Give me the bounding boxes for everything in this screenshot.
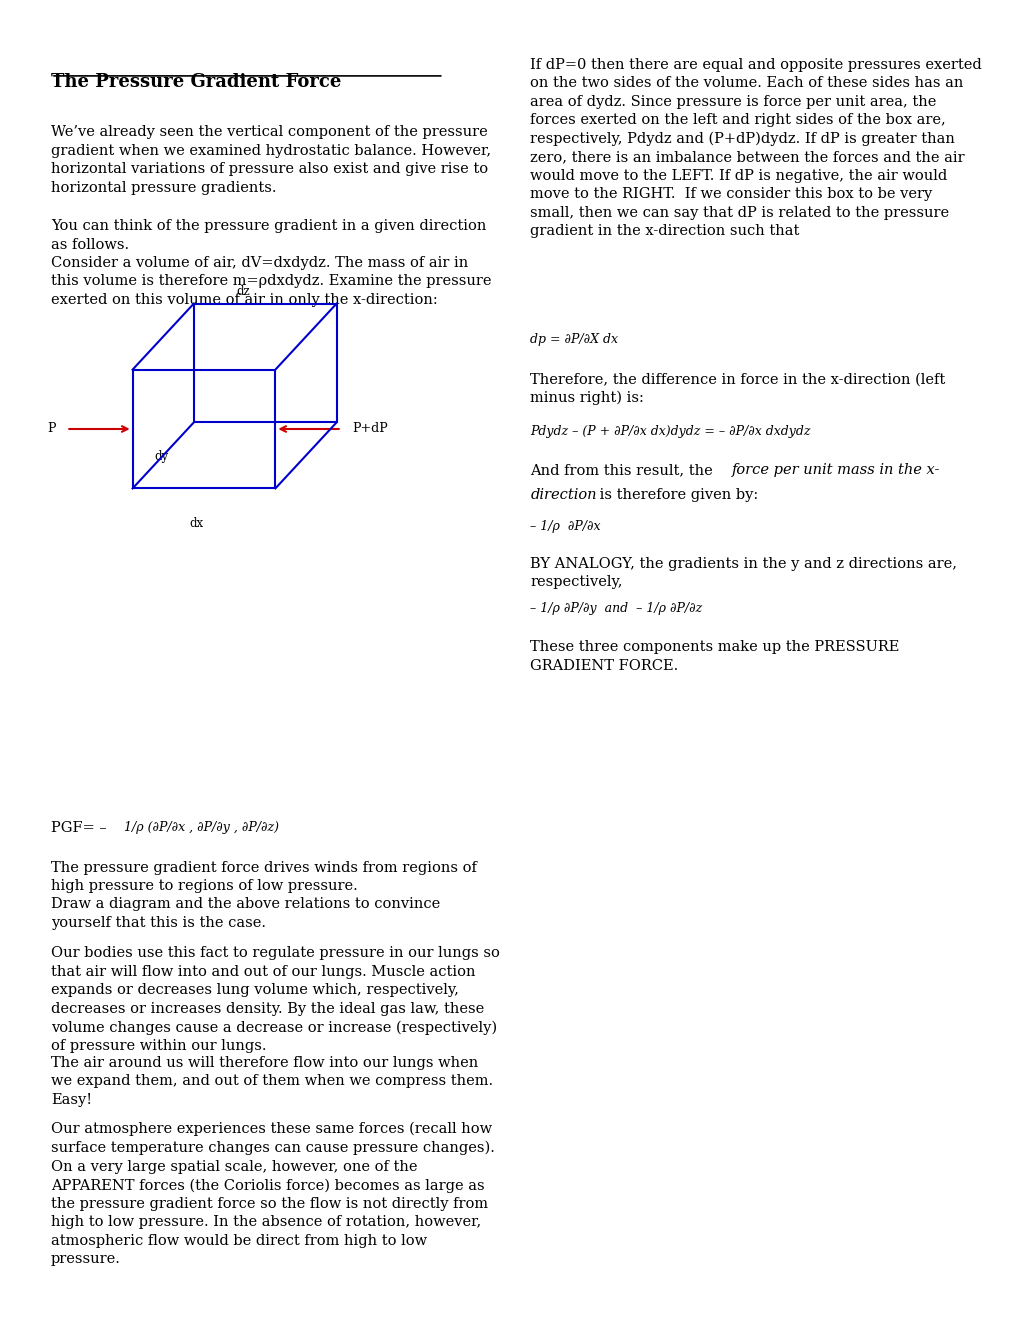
Text: dy: dy	[154, 450, 168, 463]
Text: P: P	[48, 422, 56, 436]
Text: dz: dz	[236, 285, 250, 298]
Text: BY ANALOGY, the gradients in the y and z directions are,
respectively,: BY ANALOGY, the gradients in the y and z…	[530, 557, 957, 590]
Text: We’ve already seen the vertical component of the pressure
gradient when we exami: We’ve already seen the vertical componen…	[51, 125, 490, 194]
Text: Our bodies use this fact to regulate pressure in our lungs so
that air will flow: Our bodies use this fact to regulate pre…	[51, 946, 499, 1053]
Text: dx: dx	[190, 517, 204, 531]
Text: force per unit mass in the x-: force per unit mass in the x-	[732, 463, 940, 478]
Text: – 1/ρ ∂P/∂y  and  – 1/ρ ∂P/∂z: – 1/ρ ∂P/∂y and – 1/ρ ∂P/∂z	[530, 602, 702, 615]
Text: The air around us will therefore flow into our lungs when
we expand them, and ou: The air around us will therefore flow in…	[51, 1056, 492, 1106]
Text: PGF= –: PGF= –	[51, 821, 107, 836]
Text: Therefore, the difference in force in the x-direction (left
minus right) is:: Therefore, the difference in force in th…	[530, 372, 945, 405]
Text: direction: direction	[530, 488, 596, 503]
Text: You can think of the pressure gradient in a given direction
as follows.
Consider: You can think of the pressure gradient i…	[51, 219, 491, 306]
Text: Pdydz – (P + ∂P/∂x dx)dydz = – ∂P/∂x dxdydz: Pdydz – (P + ∂P/∂x dx)dydz = – ∂P/∂x dxd…	[530, 425, 810, 438]
Text: P+dP: P+dP	[352, 422, 387, 436]
Text: – 1/ρ  ∂P/∂x: – 1/ρ ∂P/∂x	[530, 520, 600, 533]
Text: Our atmosphere experiences these same forces (recall how
surface temperature cha: Our atmosphere experiences these same fo…	[51, 1122, 494, 1266]
Text: The pressure gradient force drives winds from regions of
high pressure to region: The pressure gradient force drives winds…	[51, 861, 477, 929]
Text: is therefore given by:: is therefore given by:	[594, 488, 757, 503]
Text: If dP=0 then there are equal and opposite pressures exerted
on the two sides of : If dP=0 then there are equal and opposit…	[530, 58, 981, 238]
Text: dp = ∂P/∂X dx: dp = ∂P/∂X dx	[530, 333, 618, 346]
Text: The Pressure Gradient Force: The Pressure Gradient Force	[51, 73, 341, 91]
Text: And from this result, the: And from this result, the	[530, 463, 717, 478]
Text: 1/ρ (∂P/∂x , ∂P/∂y , ∂P/∂z): 1/ρ (∂P/∂x , ∂P/∂y , ∂P/∂z)	[124, 821, 279, 834]
Text: These three components make up the PRESSURE
GRADIENT FORCE.: These three components make up the PRESS…	[530, 640, 899, 673]
